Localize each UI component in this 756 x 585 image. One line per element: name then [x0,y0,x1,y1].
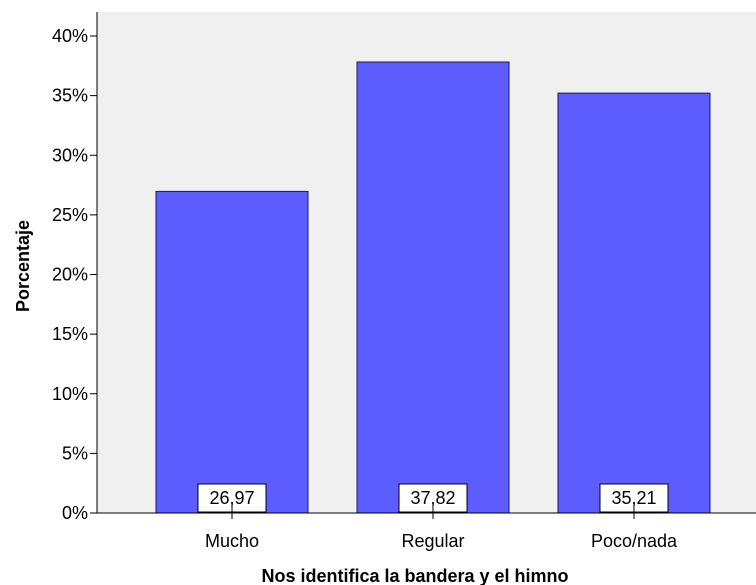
data-label: 26,97 [209,488,254,508]
y-tick-label: 40% [52,26,88,46]
x-tick-label: Poco/nada [591,531,678,551]
y-tick-label: 20% [52,265,88,285]
y-tick-label: 0% [62,503,88,523]
data-label-box [599,483,669,513]
y-axis-title: Porcentaje [13,220,33,312]
x-tick-label: Mucho [205,531,259,551]
bar-poco-nada [557,92,711,514]
bar-regular [356,61,510,514]
data-labels-group: 26,97 37,82 35,21 [197,483,669,513]
y-axis: 0% 5% 10% 15% 20% 25% 30% 35% 40% [52,12,98,523]
y-tick-label: 35% [52,86,88,106]
y-tick-label: 5% [62,443,88,463]
bar-mucho [155,190,309,514]
x-axis-title: Nos identifica la bandera y el himno [261,566,568,585]
x-tick-label: Regular [401,531,464,551]
y-tick-label: 15% [52,324,88,344]
data-label: 35,21 [611,488,656,508]
x-axis: Mucho Regular Poco/nada [97,512,756,551]
y-tick-label: 30% [52,145,88,165]
y-tick-label: 10% [52,384,88,404]
data-label: 37,82 [410,488,455,508]
y-tick-label: 25% [52,205,88,225]
bars-group [155,61,711,514]
